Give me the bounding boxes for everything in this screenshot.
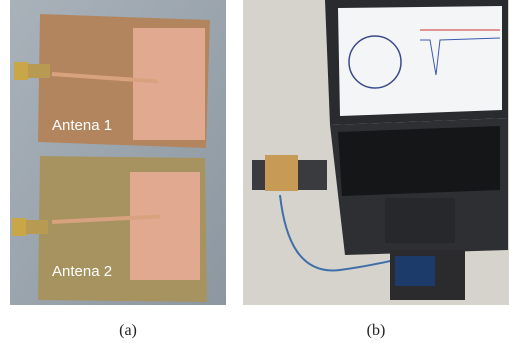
caption: (a) — [119, 322, 137, 339]
antenna-label: Antena 2 — [52, 263, 112, 280]
photo-antennas — [10, 0, 226, 305]
caption: (b) — [367, 322, 386, 339]
figure: Antena 1 Antena 2 (a) (b) — [0, 0, 520, 349]
photo-setup — [243, 0, 509, 305]
antenna-label: Antena 1 — [52, 117, 112, 134]
